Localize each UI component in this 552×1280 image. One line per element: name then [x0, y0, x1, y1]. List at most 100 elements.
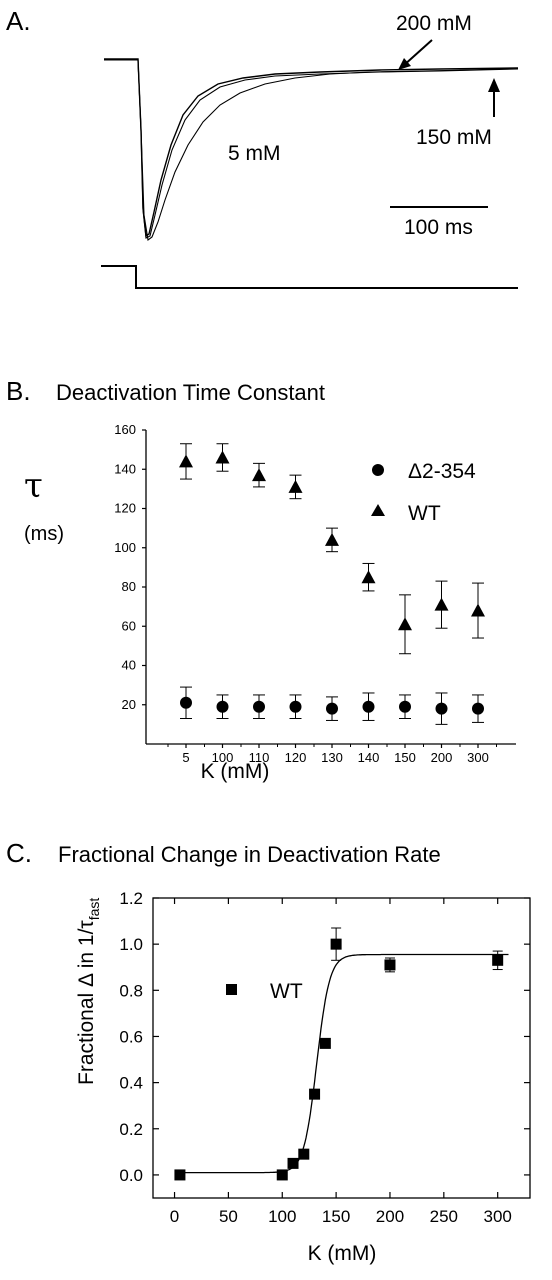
trace-150mM: [104, 59, 519, 239]
circle-marker: [435, 702, 448, 715]
panel-c-point-wt: [276, 1169, 288, 1181]
arrow-200mM-head: [398, 58, 411, 70]
panel-b-ytick-label: 160: [114, 422, 136, 437]
panel-c-ytick-label: 1.0: [119, 935, 143, 954]
arrow-150mM-head: [488, 78, 500, 92]
panel-b-point-delta: [216, 694, 229, 719]
panel-c-legend: WT: [226, 980, 303, 1003]
scale-bar-label: 100 ms: [404, 216, 473, 239]
panel-b-label: B.: [6, 376, 31, 406]
legend-square-marker: [226, 984, 237, 995]
circle-marker: [289, 700, 302, 713]
panel-c-ytick-label: 0.8: [119, 981, 143, 1000]
panel-c-y-ticks: 0.0 0.2 0.4 0.6 0.8 1.0 1.2: [119, 889, 530, 1185]
panel-c-data: [174, 927, 504, 1181]
panel-b-xlabel: K (mM): [201, 760, 270, 783]
legend-label-wt-b: WT: [408, 502, 441, 525]
label-150mM: 150 mM: [416, 126, 492, 149]
panel-c-label: C.: [6, 838, 32, 868]
panel-c-ytick-label: 1.2: [119, 889, 143, 908]
panel-b-ytick-label: 40: [122, 658, 136, 673]
panel-c-point-wt: [287, 1157, 299, 1169]
trace-5mM: [104, 59, 519, 241]
circle-marker: [216, 700, 229, 713]
panel-b-point-wt: [361, 562, 376, 592]
triangle-marker: [179, 454, 193, 468]
legend-triangle-marker: [371, 504, 385, 516]
panel-c-ytick-label: 0.6: [119, 1027, 143, 1046]
panel-b-point-delta: [180, 686, 192, 719]
panel-b-point-delta: [399, 694, 411, 719]
panel-a: A. 200 mM 150 mM 5 mM 100 ms: [6, 6, 519, 289]
panel-a-label: A.: [6, 6, 31, 36]
panel-b-ytick-label: 20: [122, 697, 136, 712]
panel-c: C. Fractional Change in Deactivation Rat…: [6, 838, 531, 1265]
panel-b-xtick-label: 130: [321, 750, 343, 765]
panel-c-point-wt: [492, 950, 504, 971]
panel-b-xtick-label: 120: [285, 750, 307, 765]
panel-c-ytick-label: 0.2: [119, 1120, 143, 1139]
panel-c-ytick-label: 0.4: [119, 1074, 143, 1093]
panel-c-xtick-label: 0: [170, 1207, 179, 1226]
panel-b-ytick-label: 100: [114, 540, 136, 555]
triangle-marker: [434, 597, 449, 611]
panel-c-fit-curve: [174, 953, 509, 1174]
panel-b-xtick-label: 150: [394, 750, 416, 765]
triangle-marker: [215, 450, 230, 464]
panel-b-point-wt: [398, 594, 412, 655]
panel-b-point-delta: [472, 694, 484, 723]
circle-marker: [472, 702, 484, 715]
panel-b-ytick-label: 120: [114, 501, 136, 516]
triangle-marker: [252, 468, 266, 482]
panel-c-xtick-label: 200: [376, 1207, 404, 1226]
panel-b-point-delta: [326, 696, 338, 721]
triangle-marker: [361, 570, 376, 584]
circle-marker: [399, 700, 411, 713]
circle-marker: [362, 700, 375, 713]
panel-c-axes: 0.0 0.2 0.4 0.6 0.8 1.0 1.2 0 50 100 150 200 250 300: [119, 889, 531, 1226]
panel-b-point-wt: [434, 580, 449, 629]
panel-b-point-delta: [253, 694, 265, 719]
legend-circle-marker: [372, 464, 384, 476]
panel-b-xtick-label: 110: [249, 750, 270, 765]
panel-c-xtick-label: 300: [483, 1207, 511, 1226]
voltage-step: [101, 265, 518, 289]
panel-b-ylabel-unit: (ms): [24, 523, 64, 545]
panel-c-point-wt: [384, 957, 396, 973]
panel-b-y-ticks: 20 40 60 80 100 120 140 160: [114, 422, 146, 712]
panel-c-x-ticks: 0 50 100 150 200 250 300: [170, 898, 512, 1226]
square-marker: [330, 938, 342, 950]
panel-c-ylabel-sub: fast: [86, 898, 102, 921]
panel-c-point-wt: [174, 1169, 186, 1181]
circle-marker: [180, 696, 192, 709]
panel-c-point-wt: [298, 1148, 310, 1160]
panel-c-ytick-label: 0.0: [119, 1166, 143, 1185]
panel-c-xtick-label: 250: [430, 1207, 458, 1226]
panel-b-xtick-label: 200: [431, 750, 453, 765]
panel-b-xtick-label: 140: [358, 750, 380, 765]
panel-c-xtick-label: 50: [219, 1207, 238, 1226]
panel-c-point-wt: [330, 927, 342, 961]
panel-b-axes: 20 40 60 80 100 120 140 160 5 100 110 120 130 140 150…: [114, 422, 516, 765]
panel-b-point-wt: [288, 474, 303, 500]
panel-b-point-delta: [289, 694, 302, 719]
panel-b-xtick-label: 5: [182, 750, 189, 765]
label-200mM: 200 mM: [396, 12, 472, 35]
panel-c-point-wt: [309, 1088, 321, 1100]
square-marker: [492, 954, 504, 966]
panel-c-title: Fractional Change in Deactivation Rate: [58, 842, 441, 867]
panel-b-ytick-label: 140: [114, 461, 136, 476]
panel-c-xlabel: K (mM): [308, 1242, 377, 1265]
square-marker: [287, 1157, 299, 1169]
circle-marker: [253, 700, 265, 713]
panel-c-xtick-label: 100: [268, 1207, 296, 1226]
label-5mM: 5 mM: [228, 142, 281, 165]
panel-b-point-delta: [362, 692, 375, 721]
panel-b-data: [179, 443, 485, 725]
panel-b-ytick-label: 60: [122, 618, 136, 633]
panel-b-point-wt: [215, 443, 230, 472]
circle-marker: [326, 702, 338, 715]
triangle-marker: [398, 617, 412, 631]
legend-label-delta: Δ2-354: [408, 460, 476, 483]
